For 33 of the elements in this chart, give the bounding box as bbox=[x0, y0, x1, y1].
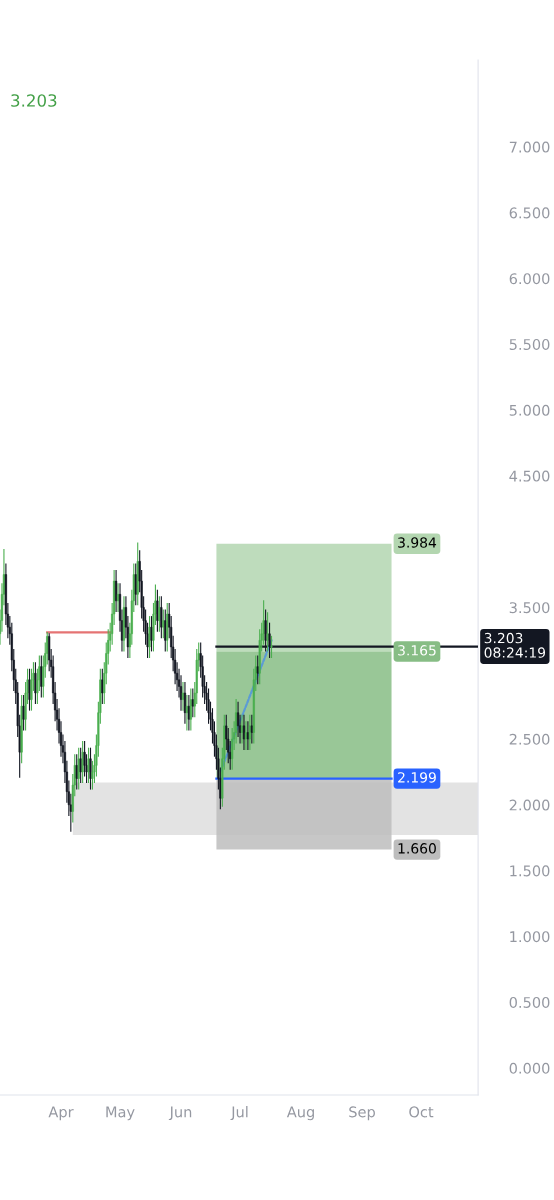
candlestick bbox=[160, 596, 163, 639]
x-tick-label: Apr bbox=[48, 1106, 74, 1121]
x-tick-label: Aug bbox=[286, 1106, 314, 1121]
candlestick bbox=[189, 688, 192, 731]
y-tick-label: 2.500 bbox=[509, 733, 550, 745]
y-tick-label: 7.000 bbox=[509, 141, 550, 153]
y-tick-label: 0.500 bbox=[509, 996, 550, 1008]
x-tick-label: Jul bbox=[230, 1106, 248, 1121]
candlestick bbox=[77, 747, 80, 790]
candlestick bbox=[148, 616, 151, 658]
annotation: 3.203 bbox=[11, 94, 57, 107]
candlestick bbox=[81, 741, 84, 784]
x-tick-label: May bbox=[106, 1106, 135, 1121]
annotation: 3.203 08:24:19 bbox=[484, 632, 546, 658]
annotation: 2.199 bbox=[398, 772, 436, 783]
candlestick bbox=[34, 662, 37, 705]
y-tick-label: 0.000 bbox=[509, 1062, 550, 1074]
annotation: 3.165 bbox=[398, 645, 436, 656]
y-tick-label: 6.000 bbox=[509, 273, 550, 285]
annotation: 3.984 bbox=[398, 537, 437, 548]
y-tick-label: 3.500 bbox=[509, 602, 550, 614]
y-tick-label: 5.500 bbox=[509, 338, 550, 350]
y-tick-label: 2.000 bbox=[509, 799, 550, 811]
y-tick-label: 5.000 bbox=[509, 404, 550, 416]
annotation: 1.660 bbox=[398, 843, 436, 854]
candlestick bbox=[89, 747, 92, 790]
y-tick-label: 4.500 bbox=[509, 470, 550, 482]
x-tick-label: Sep bbox=[349, 1106, 375, 1121]
y-tick-label: 6.500 bbox=[509, 207, 550, 219]
y-tick-label: 1.000 bbox=[510, 931, 550, 943]
x-tick-label: Oct bbox=[409, 1106, 434, 1118]
x-tick-label: Jun bbox=[168, 1106, 192, 1121]
y-tick-label: 1.500 bbox=[510, 865, 550, 877]
